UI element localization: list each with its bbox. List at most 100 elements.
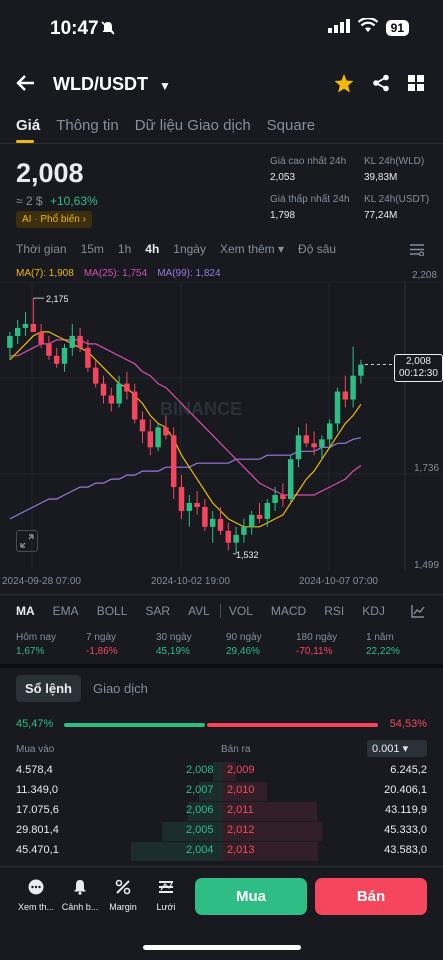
tf-time[interactable]: Thời gian [16, 242, 67, 256]
ma7-line [9, 331, 362, 528]
ind-ma[interactable]: MA [16, 604, 35, 618]
stat-vol-usdt-value: 77,24M [364, 210, 398, 221]
tf-more[interactable]: Xem thêm ▾ [219, 242, 285, 256]
candle-body [69, 335, 76, 348]
back-arrow-icon[interactable] [16, 74, 36, 97]
grid-bot-label: Lưới [156, 902, 176, 912]
bid-depth-bar [212, 762, 222, 781]
perf-value: -70,11% [296, 646, 333, 657]
ind-sar[interactable]: SAR [145, 604, 171, 618]
perf-cell: 90 ngày 29,46% [226, 632, 296, 657]
indicator-settings-icon[interactable] [411, 604, 425, 623]
stat-low-label: Giá thấp nhất 24h [270, 194, 350, 205]
bid-price: 2,008 [186, 764, 214, 776]
candle-body [194, 502, 200, 507]
bell-muted-icon [100, 20, 116, 41]
alert-button[interactable]: Cảnh b... [56, 879, 104, 912]
tf-1d[interactable]: 1ngày [173, 242, 206, 256]
perf-label: 30 ngày [156, 632, 192, 643]
x-tick-1: 2024-09-28 07:00 [2, 576, 81, 587]
wifi-icon [357, 17, 378, 38]
ind-vol[interactable]: VOL [219, 604, 253, 618]
candlestick-chart[interactable]: BINANCE 2,175 1,532 [0, 282, 443, 570]
buy-button[interactable]: Mua [195, 878, 307, 915]
grid-bot-button[interactable]: Lưới [148, 879, 184, 912]
candle-body [272, 495, 278, 503]
star-icon[interactable] [334, 74, 354, 98]
tab-square[interactable]: Square [266, 117, 316, 134]
candle-body [77, 335, 83, 348]
candle-body [92, 367, 99, 384]
ind-boll[interactable]: BOLL [96, 604, 128, 618]
candle-body [326, 423, 333, 440]
tf-4h[interactable]: 4h [145, 242, 160, 256]
tab-trading-data[interactable]: Dữ liệu Giao dịch [134, 117, 251, 134]
orderbook-row[interactable]: 17.075,6 2,006 2,011 43.119,9 [0, 801, 443, 823]
stat-high-value: 2,053 [270, 172, 296, 183]
expand-icon[interactable] [16, 530, 38, 552]
perf-value: 22,22% [366, 646, 400, 657]
ai-tag[interactable]: AI · Phổ biến › [16, 211, 92, 228]
indicator-tabs: MA EMA BOLL SAR AVL VOL MACD RSI KDJ [16, 604, 385, 618]
section-divider [0, 664, 443, 668]
bid-depth-bar [199, 782, 222, 801]
tf-depth[interactable]: Độ sâu [298, 242, 337, 256]
buy-header: Mua vào [16, 744, 55, 755]
orderbook-row[interactable]: 4.578,4 2,008 2,009 6.245,2 [0, 761, 443, 783]
bid-qty: 29.801,4 [16, 824, 59, 836]
ind-avl[interactable]: AVL [188, 604, 210, 618]
ma25-label: MA(25): 1,754 [83, 268, 148, 279]
ind-ema[interactable]: EMA [52, 604, 79, 618]
high-marker: 2,175 [46, 294, 69, 304]
tab-trades[interactable]: Giao dịch [92, 681, 148, 696]
candle-body [30, 323, 37, 332]
orderbook-row[interactable]: 29.801,4 2,005 2,012 45.333,0 [0, 821, 443, 843]
stat-low-value: 1,798 [270, 210, 296, 221]
more-button[interactable]: Xem th... [14, 879, 58, 912]
price-change: +10,63% [49, 194, 98, 208]
approx-usd: ≈ 2 $ [16, 194, 43, 208]
candle-body [46, 343, 52, 356]
ind-kdj[interactable]: KDJ [362, 604, 385, 618]
tf-1h[interactable]: 1h [117, 242, 132, 256]
bid-price: 2,007 [186, 784, 214, 796]
tab-price[interactable]: Giá [16, 117, 41, 143]
perf-cell: 1 năm 22,22% [366, 632, 436, 657]
orderbook-row[interactable]: 11.349,0 2,007 2,010 20.406,1 [0, 781, 443, 803]
share-icon[interactable] [372, 74, 390, 97]
grid-layout-icon[interactable] [408, 75, 424, 96]
ind-macd[interactable]: MACD [270, 604, 307, 618]
candle-body [53, 355, 60, 364]
candle-body [147, 431, 154, 448]
buy-sell-ratio: 45,47% 54,53% [16, 718, 427, 732]
ask-qty: 43.119,9 [384, 804, 427, 816]
tab-info[interactable]: Thông tin [56, 117, 119, 134]
status-icons: 91 [327, 17, 409, 38]
sell-button[interactable]: Bán [315, 878, 427, 915]
sell-header: Bán ra [221, 744, 251, 755]
perf-label: 7 ngày [86, 632, 117, 643]
y-tick-mid: 1,736 [414, 463, 440, 474]
chart-settings-icon[interactable] [410, 243, 425, 261]
bid-price: 2,004 [186, 844, 214, 856]
pair-symbol: WLD/USDT [53, 74, 148, 94]
candle-body [295, 435, 302, 460]
ask-qty: 45.333,0 [384, 824, 427, 836]
tab-orderbook[interactable]: Sổ lệnh [16, 675, 81, 702]
ind-rsi[interactable]: RSI [324, 604, 345, 618]
candle-body [311, 443, 317, 448]
tf-15m[interactable]: 15m [80, 242, 104, 256]
ask-price: 2,009 [227, 764, 255, 776]
price-sub: ≈ 2 $ +10,63% [16, 194, 98, 208]
candle-body [22, 323, 29, 328]
candle-body [163, 427, 169, 436]
candle-body [139, 419, 146, 432]
bid-price: 2,005 [186, 824, 214, 836]
low-marker: 1,532 [236, 550, 259, 560]
ai-label: AI [22, 214, 32, 225]
precision-select[interactable]: 0.001 ▾ [367, 740, 427, 757]
pair-title[interactable]: WLD/USDT ▼ [53, 74, 171, 95]
perf-label: 90 ngày [226, 632, 262, 643]
margin-button[interactable]: Margin [104, 879, 142, 912]
orderbook-row[interactable]: 45.470,1 2,004 2,013 43.583,0 [0, 841, 443, 863]
